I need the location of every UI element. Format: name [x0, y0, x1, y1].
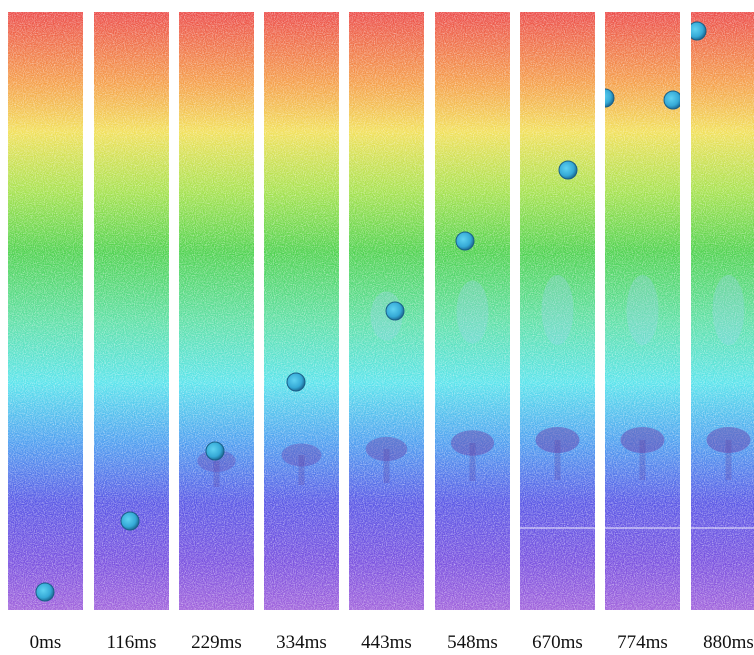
frame-label: 670ms [532, 632, 583, 653]
bubble [287, 373, 305, 391]
frame-label: 880ms [703, 632, 754, 653]
frame-label: 0ms [30, 632, 62, 653]
bubble [386, 302, 404, 320]
panel [688, 12, 754, 610]
frame-label: 774ms [617, 632, 668, 653]
bubble [664, 91, 682, 109]
bubble [121, 512, 139, 530]
bubble [559, 161, 577, 179]
plume-stem [726, 440, 732, 480]
panel-noise [264, 12, 339, 610]
plume-stem [384, 449, 390, 483]
bubble [688, 22, 706, 40]
bubble [206, 442, 224, 460]
plume-stem [640, 440, 646, 480]
figure: 0ms 116ms 229ms 334ms 443ms 548ms 670ms 774ms 88… [0, 0, 754, 655]
plume-wake [542, 275, 574, 345]
plume-wake [713, 275, 745, 345]
panel [8, 12, 83, 610]
plume-stem [470, 443, 476, 481]
panel-noise [179, 12, 254, 610]
panel [179, 12, 254, 610]
frame-label: 443ms [361, 632, 412, 653]
panel [94, 12, 169, 610]
plume-stem [214, 461, 220, 487]
panel [349, 12, 424, 610]
bubble [596, 89, 614, 107]
plume-stem [555, 440, 561, 480]
panel [435, 12, 510, 610]
plume-wake [627, 275, 659, 345]
frame-label: 548ms [447, 632, 498, 653]
panel [596, 12, 682, 610]
panel [520, 12, 595, 610]
frame-label: 116ms [107, 632, 157, 653]
frame-label: 229ms [191, 632, 242, 653]
panel-noise [8, 12, 83, 610]
bubble [36, 583, 54, 601]
panel [264, 12, 339, 610]
bubble [456, 232, 474, 250]
plume-stem [299, 455, 305, 485]
frame-label: 334ms [276, 632, 327, 653]
plume-wake [457, 281, 489, 344]
